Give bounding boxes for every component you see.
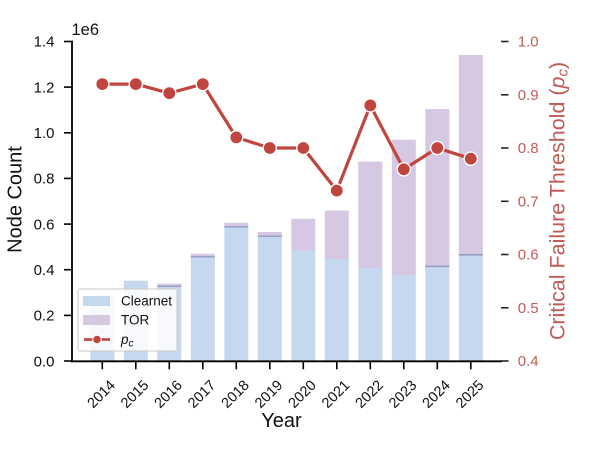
svg-text:0.0: 0.0	[34, 354, 55, 371]
svg-text:0.8: 0.8	[34, 171, 55, 188]
svg-text:1e6: 1e6	[72, 21, 100, 39]
svg-text:0.4: 0.4	[518, 353, 539, 370]
svg-text:1.0: 1.0	[518, 34, 539, 51]
svg-text:Node Count: Node Count	[5, 146, 27, 253]
svg-text:Critical Failure Threshold (pc: Critical Failure Threshold (pc)	[546, 62, 572, 340]
svg-text:1.2: 1.2	[34, 79, 55, 96]
svg-text:0.6: 0.6	[518, 247, 539, 264]
svg-text:0.4: 0.4	[34, 262, 55, 279]
svg-text:0.5: 0.5	[518, 300, 539, 317]
svg-text:Clearnet: Clearnet	[121, 294, 172, 309]
svg-text:0.2: 0.2	[34, 308, 55, 325]
svg-text:0.9: 0.9	[518, 87, 539, 104]
svg-text:1.4: 1.4	[34, 34, 55, 51]
svg-text:0.8: 0.8	[518, 140, 539, 157]
svg-text:1.0: 1.0	[34, 125, 55, 142]
svg-text:0.7: 0.7	[518, 194, 539, 211]
svg-text:Year: Year	[261, 410, 302, 432]
svg-text:TOR: TOR	[121, 313, 150, 328]
svg-text:0.6: 0.6	[34, 216, 55, 233]
